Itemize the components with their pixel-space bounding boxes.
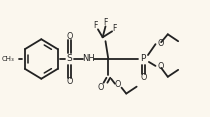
Text: O: O (98, 83, 104, 92)
Text: F: F (113, 24, 117, 33)
Text: O: O (115, 80, 121, 89)
Text: O: O (140, 73, 146, 82)
Text: CH₃: CH₃ (1, 56, 14, 62)
Text: O: O (66, 77, 73, 86)
Text: F: F (103, 18, 108, 27)
Text: F: F (93, 21, 97, 30)
Text: NH: NH (82, 55, 95, 64)
Text: O: O (66, 32, 73, 41)
Text: S: S (67, 55, 72, 64)
Text: O: O (158, 62, 164, 71)
Text: O: O (158, 39, 164, 48)
Text: P: P (140, 55, 146, 64)
